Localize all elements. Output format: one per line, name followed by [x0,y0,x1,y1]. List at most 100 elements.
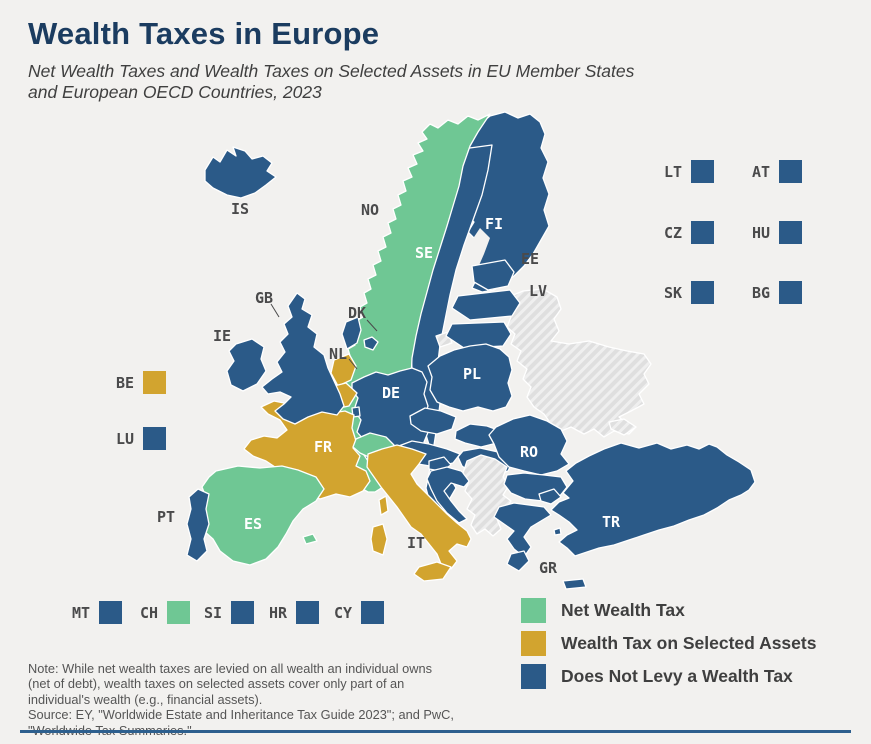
note-line-2: (net of debt), wealth taxes on selected … [28,676,405,692]
country-latvia-shape [451,289,521,321]
chip-lt-label: LT [664,162,683,181]
legend-row-does-not-levy: Does Not Levy a Wealth Tax [521,664,816,689]
country-romania-shape [488,414,570,476]
country-poland-shape [427,343,513,412]
note-block: Note: While net wealth taxes are levied … [28,661,498,738]
chip-lt-square [691,160,715,183]
country-turkey-shape [550,442,756,557]
map-label-se: SE [415,244,433,262]
map-label-is: IS [231,200,249,218]
chip-hu: HU [752,221,803,244]
legend-row-selected-assets: Wealth Tax on Selected Assets [521,631,816,656]
country-crete-shape [562,578,587,590]
region-crimea-not-covered [608,418,637,436]
chip-mt: MT [72,601,123,624]
source-line-1: Source: EY, "Worldwide Estate and Inheri… [28,707,454,723]
chip-si-label: SI [204,603,223,622]
chip-hr-square [296,601,320,624]
chip-bg-square [779,281,803,304]
leader-line-nl [348,358,358,370]
map-label-ro: RO [520,443,538,461]
chip-cz-square [691,221,715,244]
chip-at: AT [752,160,803,183]
leader-line-gb [270,303,280,318]
chip-lu: LU [116,427,167,450]
chip-lt: LT [664,160,715,183]
country-denmark-shape [341,316,362,350]
chip-cy-square [361,601,385,624]
map-label-tr: TR [602,513,621,531]
map-label-no: NO [361,201,379,219]
map-label-pl: PL [463,365,481,383]
chip-ch-square [167,601,191,624]
chip-hu-label: HU [752,223,771,242]
chip-at-square [779,160,803,183]
chip-mt-square [99,601,123,624]
country-peloponnese-shape [506,550,530,572]
country-italy-shape [366,444,472,570]
legend-label-does-not-levy: Does Not Levy a Wealth Tax [561,666,793,686]
country-estonia-shape [471,259,515,291]
chip-bg: BG [752,281,803,304]
legend-square-does-not-levy [521,664,546,689]
map-label-ee: EE [521,250,539,268]
chip-ch: CH [140,601,191,624]
country-greece-shape [493,502,552,558]
chip-sk-label: SK [664,283,683,302]
map-label-ie: IE [213,327,231,345]
chip-si: SI [204,601,255,624]
map-label-nl: NL [329,345,347,363]
map-label-pt: PT [157,508,175,526]
chip-be: BE [116,371,167,394]
country-czechia-shape [409,407,457,435]
chip-be-square [143,371,167,394]
legend-label-net-wealth-tax: Net Wealth Tax [561,600,685,620]
chip-cy-label: CY [334,603,353,622]
map-label-it: IT [407,534,425,552]
map-label-dk: DK [348,304,366,322]
chip-bg-label: BG [752,283,771,302]
chip-cz-label: CZ [664,223,683,242]
country-sardinia-shape [370,523,388,556]
chip-sk-square [691,281,715,304]
map-label-de: DE [382,384,400,402]
map-label-es: ES [244,515,262,533]
chip-hu-square [779,221,803,244]
chip-sk: SK [664,281,715,304]
chip-cy: CY [334,601,385,624]
country-great-britain-shape [261,292,345,425]
map-label-fi: FI [485,215,503,233]
chip-hr-label: HR [269,603,288,622]
chip-lu-square [143,427,167,450]
region-east-not-covered [503,288,652,438]
map-label-gb: GB [255,289,273,307]
country-iceland-shape [204,146,277,199]
legend: Net Wealth Tax Wealth Tax on Selected As… [521,598,816,697]
bottom-divider [20,730,851,733]
country-portugal-shape [186,488,210,562]
chip-at-label: AT [752,162,771,181]
country-turkey-thrace-shape [538,488,562,505]
note-line-1: Note: While net wealth taxes are levied … [28,661,433,676]
chip-be-label: BE [116,373,135,392]
legend-square-net-wealth-tax [521,598,546,623]
legend-row-net-wealth-tax: Net Wealth Tax [521,598,816,623]
country-lithuania-shape [445,321,512,349]
leader-line-dk [366,319,378,332]
country-denmark-islands [363,336,379,351]
map-label-fr: FR [314,438,333,456]
legend-label-selected-assets: Wealth Tax on Selected Assets [561,633,817,653]
page-title: Wealth Taxes in Europe [28,16,380,51]
country-sicily-shape [413,561,452,582]
country-balearics-shape [302,533,318,545]
note-line-3: individual's wealth (e.g., financial ass… [28,691,263,707]
chip-mt-label: MT [72,603,91,622]
map-label-gr: GR [539,559,558,577]
chip-cz: CZ [664,221,715,244]
country-aegean-island [553,527,562,536]
chip-hr: HR [269,601,320,624]
map-label-lv: LV [529,282,547,300]
chip-lu-label: LU [116,429,135,448]
